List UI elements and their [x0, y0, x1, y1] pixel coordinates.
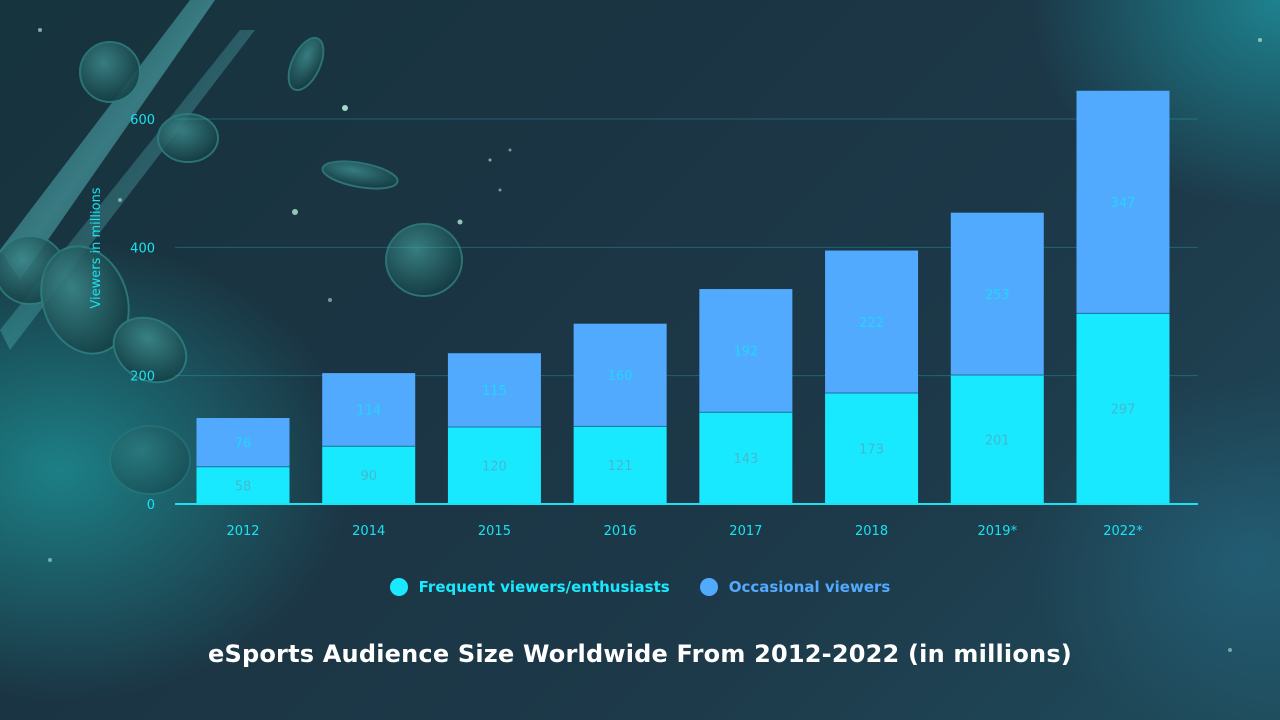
- legend-item-occasional: Occasional viewers: [699, 578, 891, 596]
- data-label-occasional: 76: [235, 436, 252, 451]
- bar-occasional: [825, 250, 919, 393]
- bar-frequent: [573, 426, 667, 504]
- x-axis: 2012 2014 2015 2016 2017 2018 2019* 2022*: [226, 524, 1143, 539]
- data-label-occasional: 114: [356, 404, 381, 419]
- data-label-occasional: 160: [608, 369, 633, 384]
- x-tick-label: 2022*: [1103, 524, 1143, 539]
- legend: Frequent viewers/enthusiasts Occasional …: [0, 578, 1280, 596]
- bar-occasional: [950, 212, 1044, 376]
- data-label-occasional: 253: [985, 288, 1010, 303]
- y-tick-label: 600: [130, 113, 155, 128]
- x-tick-label: 2019*: [977, 524, 1017, 539]
- bar-frequent: [825, 392, 919, 504]
- bar-occasional: [573, 323, 667, 427]
- coin-icon: [0, 36, 463, 495]
- x-tick-label: 2012: [226, 524, 259, 539]
- y-axis: 0 200 400 600: [130, 113, 155, 513]
- bar-frequent: [196, 466, 290, 504]
- bar-occasional: [1076, 90, 1170, 314]
- x-tick-label: 2017: [729, 524, 762, 539]
- data-label-occasional: 222: [859, 316, 884, 331]
- y-tick-label: 200: [130, 370, 155, 385]
- legend-label-occasional: Occasional viewers: [728, 578, 891, 596]
- data-label-occasional: 192: [733, 345, 758, 360]
- y-axis-label: Viewers in millions: [89, 187, 104, 308]
- data-label-frequent: 173: [859, 442, 884, 457]
- bar-frequent: [447, 427, 541, 504]
- legend-swatch-frequent: [389, 578, 408, 596]
- x-tick-label: 2018: [855, 524, 888, 539]
- y-tick-label: 0: [147, 498, 155, 513]
- bar-occasional: [322, 373, 416, 447]
- legend-swatch-occasional: [699, 578, 718, 596]
- bar-frequent: [950, 375, 1044, 504]
- sparkle-icon: [38, 28, 1262, 652]
- bar-frequent: [699, 412, 793, 504]
- x-tick-label: 2016: [604, 524, 637, 539]
- legend-item-frequent: Frequent viewers/enthusiasts: [389, 578, 670, 596]
- gridlines: [175, 118, 1198, 377]
- data-label-frequent: 121: [608, 459, 633, 474]
- chart-title: eSports Audience Size Worldwide From 201…: [208, 640, 1072, 668]
- data-label-frequent: 58: [235, 479, 252, 494]
- data-label-frequent: 201: [985, 434, 1010, 449]
- data-label-frequent: 120: [482, 460, 507, 475]
- bar-occasional: [196, 418, 290, 467]
- x-tick-label: 2014: [352, 524, 385, 539]
- bars: 58 76 90 114 120 115 121 160 143 192 173 222 201 253 2…: [196, 90, 1170, 504]
- bar-occasional: [447, 353, 541, 427]
- y-tick-label: 400: [130, 241, 155, 256]
- x-tick-label: 2015: [478, 524, 511, 539]
- data-label-occasional: 115: [482, 384, 507, 399]
- data-label-occasional: 347: [1111, 196, 1136, 211]
- data-label-frequent: 143: [733, 452, 758, 467]
- data-label-frequent: 90: [360, 469, 377, 484]
- bar-occasional: [699, 289, 793, 413]
- bar-frequent: [322, 446, 416, 504]
- data-label-frequent: 297: [1111, 403, 1136, 418]
- bar-frequent: [1076, 313, 1170, 504]
- light-streak: [0, 0, 215, 280]
- legend-label-frequent: Frequent viewers/enthusiasts: [418, 578, 670, 596]
